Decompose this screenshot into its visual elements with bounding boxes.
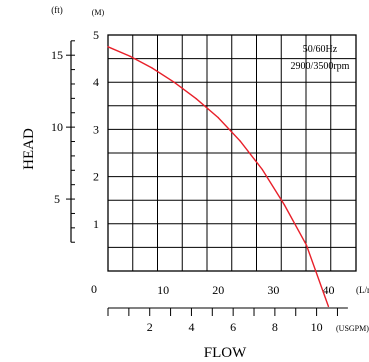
x-axis-title: FLOW — [204, 345, 247, 361]
data-point — [107, 46, 109, 48]
data-point — [173, 81, 175, 83]
usgpm-tick-label: 4 — [188, 320, 194, 334]
m-unit-label: (M) — [92, 8, 105, 17]
usgpm-tick-label: 8 — [272, 320, 278, 334]
m-tick-label: 4 — [93, 75, 99, 89]
chart-labels: 5 10 15 (ft) 1 2 3 4 5 (M) 0 10 20 30 40 (L/min 2 4 6 8 10 (U… — [21, 5, 369, 361]
annotation-line: 2900/3500rpm — [291, 61, 350, 72]
data-point — [305, 244, 308, 246]
data-point — [195, 98, 197, 100]
lmin-origin-label: 0 — [91, 282, 97, 296]
lmin-tick-label: 20 — [212, 283, 224, 297]
plot-frame — [107, 34, 357, 272]
lmin-tick-label: 10 — [157, 283, 169, 297]
usgpm-unit-label: (USGPM) — [336, 324, 369, 333]
data-point — [129, 55, 131, 57]
ft-unit-label: (ft) — [51, 5, 63, 15]
ft-tick-label: 15 — [51, 48, 63, 62]
usgpm-tick-label: 6 — [230, 320, 236, 334]
lmin-tick-label: 30 — [267, 283, 279, 297]
m-tick-label: 3 — [93, 122, 99, 136]
m-tick-label: 5 — [93, 28, 99, 42]
y-axis-title: HEAD — [21, 128, 37, 170]
data-point — [283, 204, 286, 206]
lmin-unit-label: (L/min — [356, 285, 369, 295]
chart-series — [107, 46, 330, 308]
ft-tick-label: 5 — [54, 192, 60, 206]
data-point — [261, 168, 264, 171]
usgpm-tick-label: 2 — [147, 320, 153, 334]
chart-ticks — [66, 40, 338, 316]
m-tick-label: 1 — [93, 217, 99, 231]
lmin-tick-label: 40 — [322, 283, 334, 297]
m-tick-label: 2 — [93, 170, 99, 184]
data-point — [151, 67, 153, 69]
chart-axes — [70, 34, 357, 309]
chart-grid — [108, 35, 356, 271]
data-point — [327, 305, 330, 308]
annotation-line: 50/60Hz — [303, 44, 338, 55]
ft-tick-label: 10 — [51, 120, 63, 134]
data-point — [239, 140, 241, 142]
usgpm-tick-label: 10 — [311, 320, 323, 334]
data-point — [217, 116, 219, 119]
